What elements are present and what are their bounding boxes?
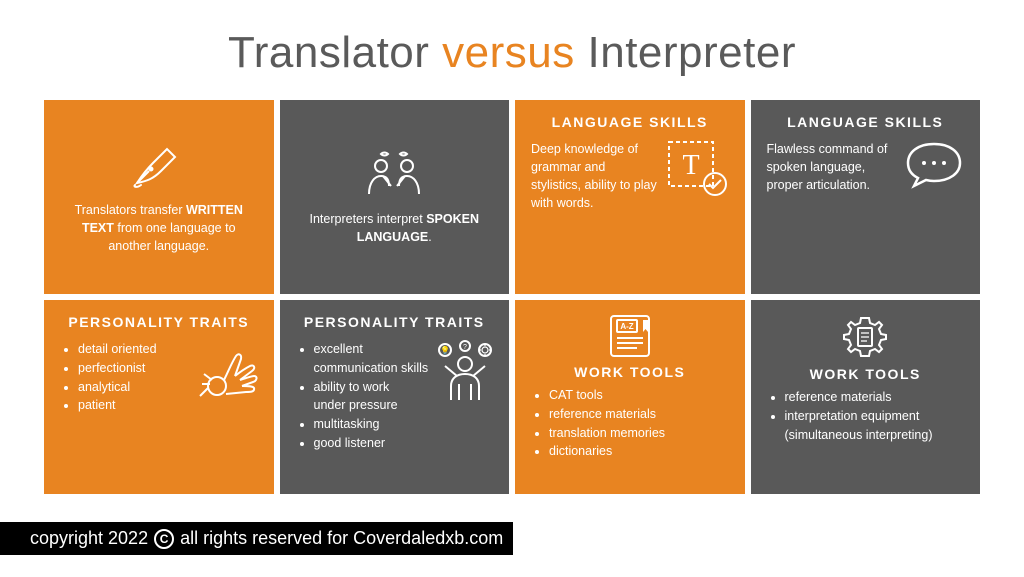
tile-traits-translator: PERSONALITY TRAITS detail oriented perfe… (44, 300, 274, 494)
two-people-talking-icon (296, 150, 494, 198)
tile-lang-translator: LANGUAGE SKILLS Deep knowledge of gramma… (515, 100, 745, 294)
speech-bubble-icon (904, 140, 964, 190)
svg-text:💡: 💡 (440, 345, 450, 355)
list-item: interpretation equipment (simultaneous i… (785, 407, 965, 445)
typography-check-icon: T (667, 140, 729, 198)
svg-text:T: T (682, 150, 699, 181)
list-item: multitasking (314, 415, 430, 434)
list-item: patient (78, 396, 190, 415)
list-item: excellent communication skills (314, 340, 430, 378)
svg-text:A-Z: A-Z (620, 322, 633, 331)
traits-interpreter-title: PERSONALITY TRAITS (296, 314, 494, 330)
tools-interpreter-list: reference materials interpretation equip… (767, 388, 965, 444)
title-word-1: Translator (228, 28, 429, 77)
svg-text:?: ? (463, 344, 467, 351)
copyright-symbol-icon: C (154, 529, 174, 549)
lang-interpreter-title: LANGUAGE SKILLS (767, 114, 965, 130)
tile-intro-translator: Translators transfer WRITTEN TEXT from o… (44, 100, 274, 294)
title-word-2: versus (442, 28, 575, 77)
ok-hand-icon (198, 348, 258, 408)
title-word-3: Interpreter (588, 28, 796, 77)
lang-interpreter-body: Flawless command of spoken language, pro… (767, 140, 897, 194)
tools-translator-title: WORK TOOLS (531, 364, 729, 380)
tile-lang-interpreter: LANGUAGE SKILLS Flawless command of spok… (751, 100, 981, 294)
lang-translator-title: LANGUAGE SKILLS (531, 114, 729, 130)
traits-translator-title: PERSONALITY TRAITS (60, 314, 258, 330)
infographic-grid: Translators transfer WRITTEN TEXT from o… (0, 100, 1024, 494)
pen-icon (60, 141, 258, 189)
tile-traits-interpreter: PERSONALITY TRAITS excellent communicati… (280, 300, 510, 494)
tools-translator-list: CAT tools reference materials translatio… (531, 386, 729, 461)
list-item: dictionaries (549, 442, 729, 461)
list-item: detail oriented (78, 340, 190, 359)
copyright-pre: copyright 2022 (30, 528, 148, 549)
tile-intro-interpreter: Interpreters interpret SPOKEN LANGUAGE. (280, 100, 510, 294)
list-item: reference materials (785, 388, 965, 407)
list-item: reference materials (549, 405, 729, 424)
tile-tools-interpreter: WORK TOOLS reference materials interpret… (751, 300, 981, 494)
list-item: perfectionist (78, 359, 190, 378)
intro-translator-text: Translators transfer WRITTEN TEXT from o… (60, 201, 258, 255)
list-item: analytical (78, 378, 190, 397)
list-item: translation memories (549, 424, 729, 443)
tools-interpreter-title: WORK TOOLS (767, 366, 965, 382)
presenter-icon: 💡 ? (437, 340, 493, 404)
copyright-bar: copyright 2022 C all rights reserved for… (0, 522, 513, 555)
gear-document-icon (767, 314, 965, 360)
intro-interpreter-text: Interpreters interpret SPOKEN LANGUAGE. (296, 210, 494, 246)
traits-translator-list: detail oriented perfectionist analytical… (60, 340, 190, 415)
copyright-post: all rights reserved for Coverdaledxb.com (180, 528, 503, 549)
lang-translator-body: Deep knowledge of grammar and stylistics… (531, 140, 659, 213)
list-item: CAT tools (549, 386, 729, 405)
list-item: ability to workunder pressure (314, 378, 430, 416)
tile-tools-translator: A-Z WORK TOOLS CAT tools reference mater… (515, 300, 745, 494)
dictionary-icon: A-Z (531, 314, 729, 358)
traits-interpreter-list: excellent communication skills ability t… (296, 340, 430, 453)
list-item: good listener (314, 434, 430, 453)
page-title: Translator versus Interpreter (0, 0, 1024, 100)
